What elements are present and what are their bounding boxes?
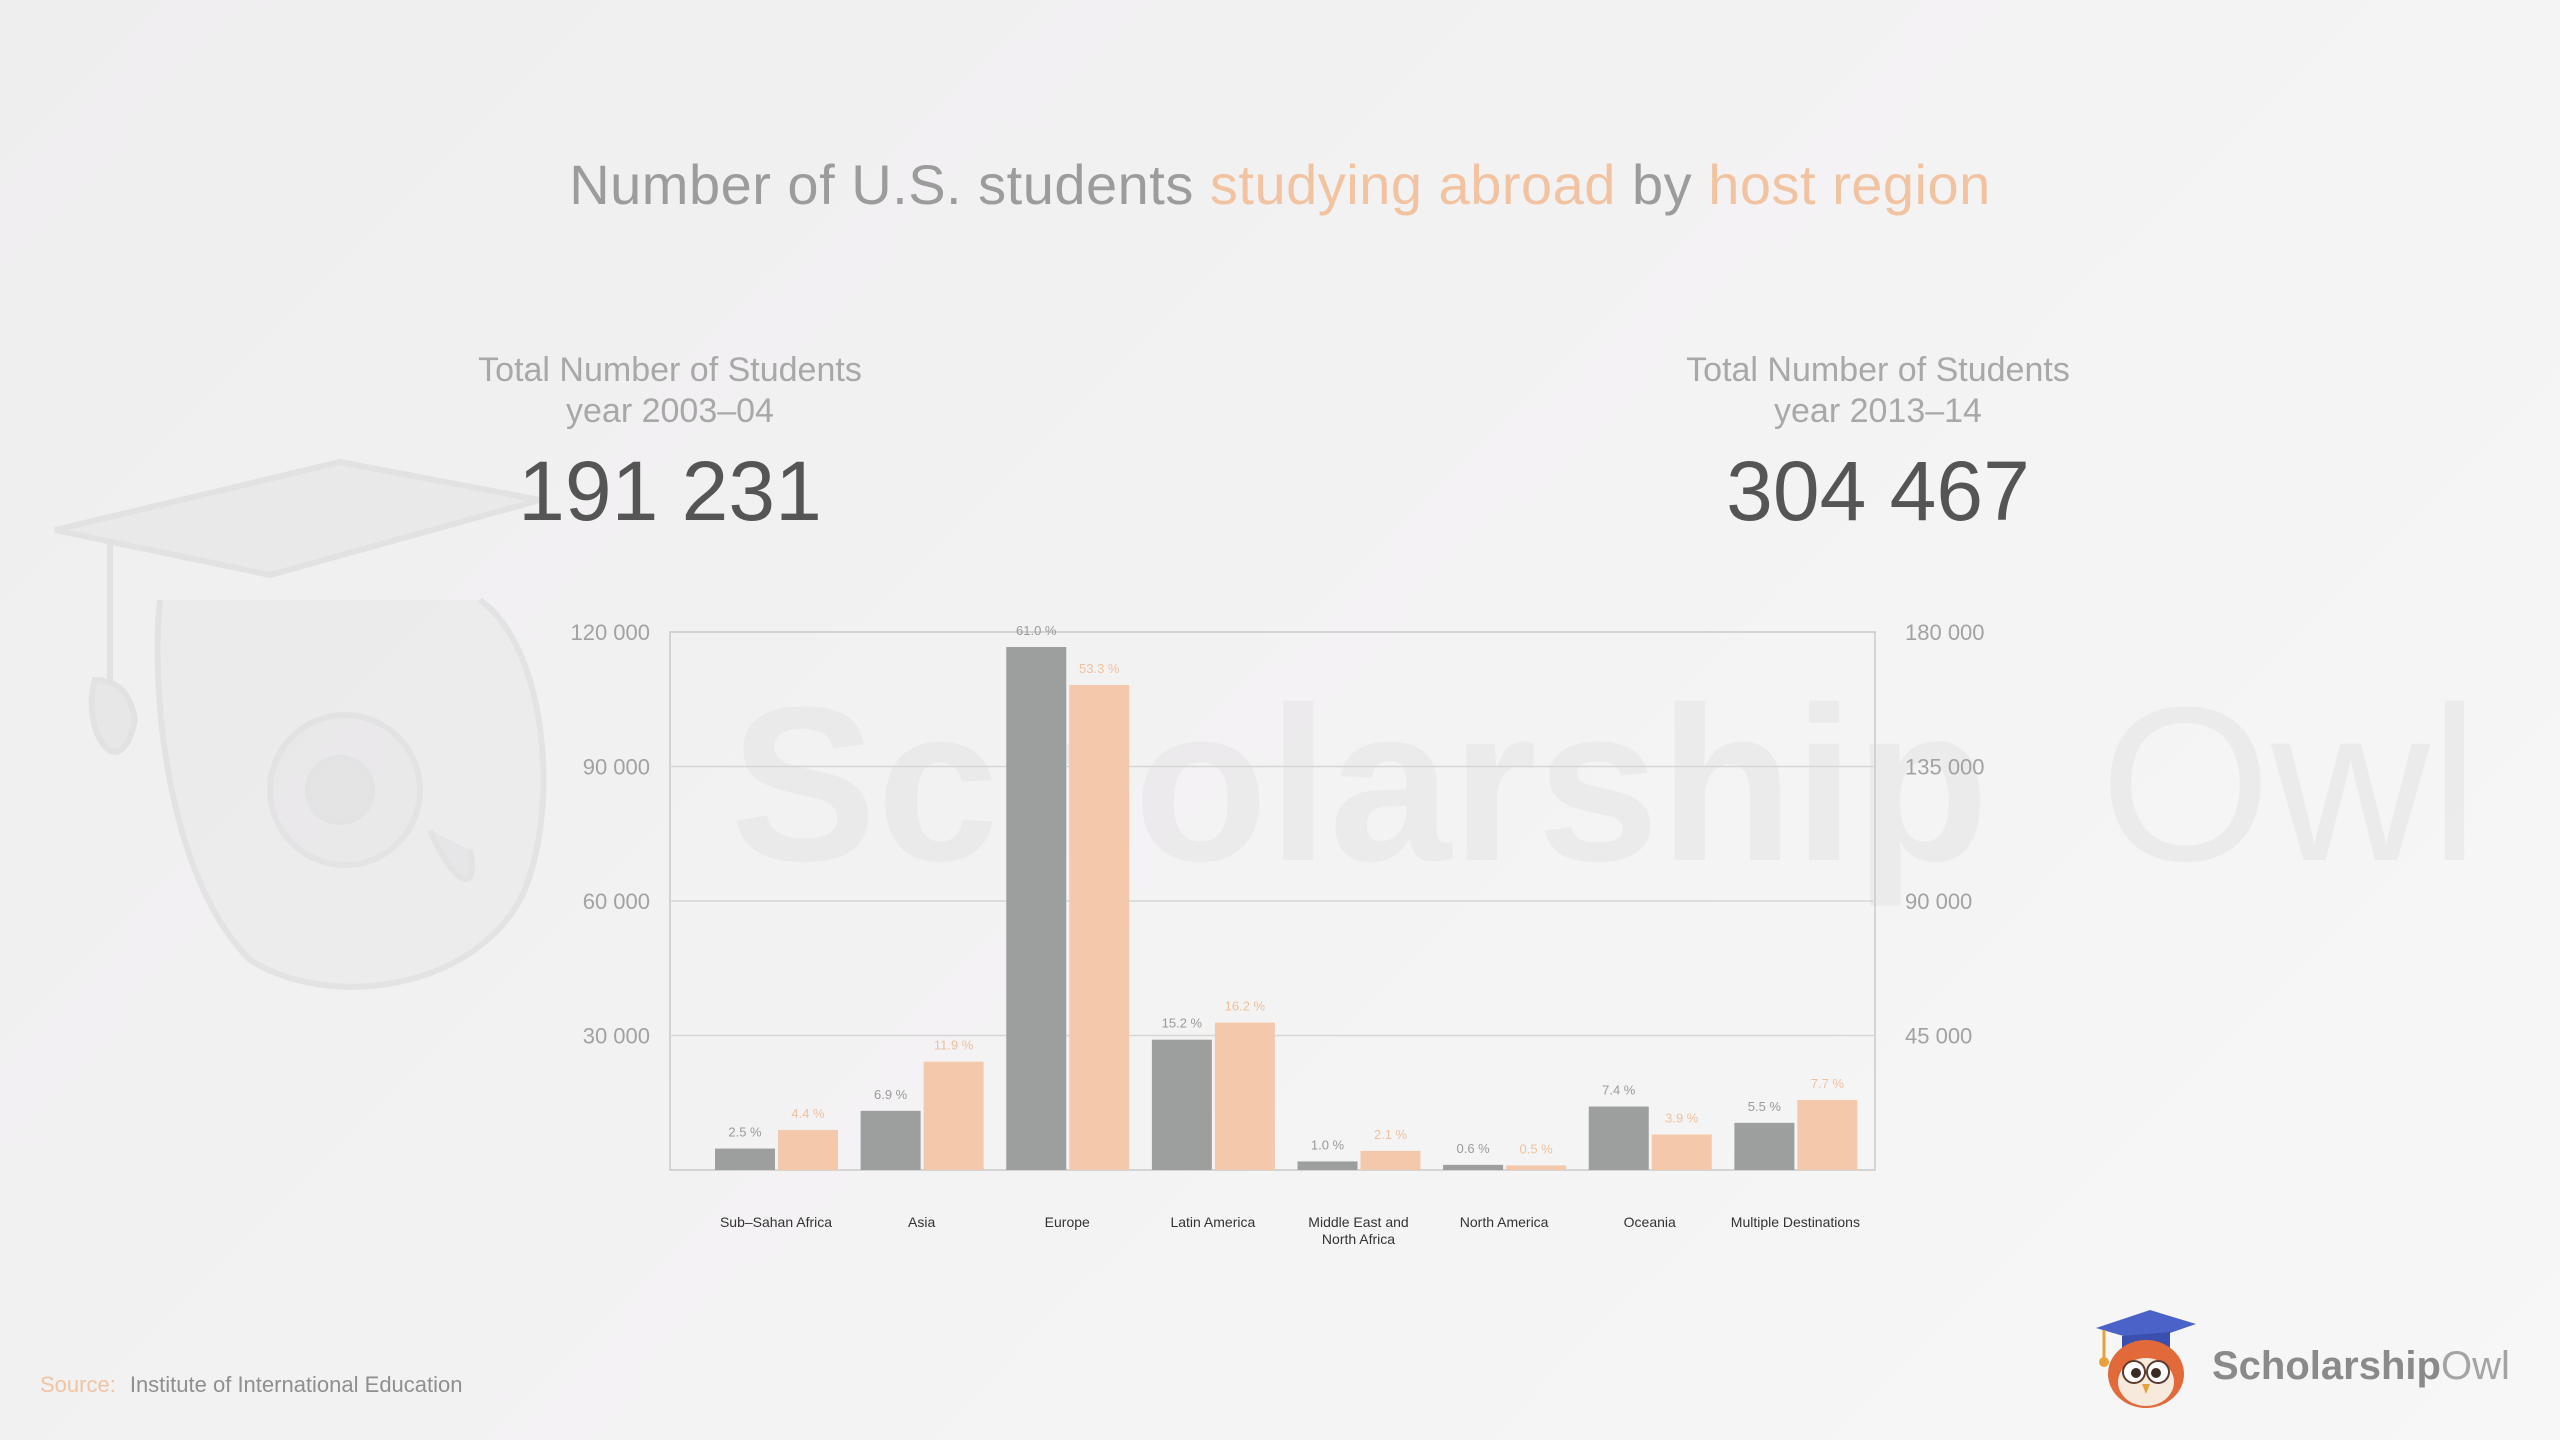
title-highlight-2: host region — [1708, 153, 1991, 216]
data-label: 1.0 % — [1311, 1137, 1345, 1152]
bar-2013-14 — [1214, 1022, 1275, 1170]
source-note: Source: Institute of International Educat… — [40, 1372, 463, 1398]
bar-2013-14 — [1360, 1150, 1421, 1170]
y-left-tick-label: 120 000 — [570, 620, 650, 645]
brand-name-light: Owl — [2440, 1344, 2510, 1388]
data-label: 6.9 % — [874, 1087, 908, 1102]
bar-2003-04 — [1006, 647, 1067, 1170]
page-title: Number of U.S. students studying abroad … — [0, 152, 2560, 217]
brand-logo: ScholarshipOwl — [2092, 1302, 2532, 1412]
stat-2013-14-label-1: Total Number of Students — [1686, 351, 2070, 389]
data-label: 7.7 % — [1811, 1076, 1845, 1091]
bar-2013-14 — [1069, 684, 1130, 1170]
brand-name-bold: Scholarship — [2212, 1344, 2441, 1388]
bar-2003-04 — [715, 1148, 775, 1170]
bar-2003-04 — [1443, 1164, 1504, 1170]
stat-2003-04-label-1: Total Number of Students — [478, 351, 862, 389]
stat-2003-04-label-2: year 2003–04 — [566, 392, 774, 430]
x-tick-label: Latin America — [1170, 1214, 1255, 1230]
data-label: 2.1 % — [1374, 1127, 1408, 1142]
source-label: Source: — [40, 1372, 116, 1397]
data-label: 0.5 % — [1520, 1141, 1554, 1156]
bar-2003-04 — [1297, 1161, 1358, 1170]
data-label: 61.0 % — [1016, 623, 1057, 638]
bar-2013-14 — [1797, 1099, 1858, 1170]
x-tick-label: Multiple Destinations — [1731, 1214, 1860, 1230]
y-right-tick-label: 90 000 — [1905, 889, 1972, 914]
data-label: 53.3 % — [1079, 661, 1120, 676]
y-right-tick-label: 135 000 — [1905, 755, 1985, 780]
data-label: 2.5 % — [728, 1125, 762, 1140]
bar-2003-04 — [1734, 1122, 1795, 1170]
data-label: 7.4 % — [1602, 1083, 1636, 1098]
stat-2003-04: Total Number of Students year 2003–04 19… — [350, 350, 990, 546]
data-label: 0.6 % — [1457, 1141, 1491, 1156]
data-label: 5.5 % — [1748, 1099, 1782, 1114]
x-tick-label: Oceania — [1624, 1214, 1676, 1230]
stat-2003-04-value: 191 231 — [518, 444, 822, 538]
bar-2013-14 — [778, 1129, 838, 1170]
y-left-tick-label: 30 000 — [583, 1024, 650, 1049]
bar-2013-14 — [923, 1061, 984, 1170]
stat-2013-14-label-2: year 2013–14 — [1774, 392, 1982, 430]
x-tick-label: Middle East and — [1308, 1214, 1408, 1230]
bar-2003-04 — [1151, 1039, 1212, 1170]
source-text: Institute of International Education — [129, 1372, 463, 1397]
data-label: 15.2 % — [1162, 1016, 1203, 1031]
data-label: 16.2 % — [1225, 999, 1266, 1014]
owl-mascot-icon — [2096, 1310, 2196, 1408]
data-label: 3.9 % — [1665, 1111, 1699, 1126]
title-part-1: Number of U.S. students — [569, 153, 1210, 216]
title-part-2: by — [1615, 153, 1709, 216]
data-label: 4.4 % — [791, 1106, 825, 1121]
x-tick-label: Europe — [1045, 1214, 1090, 1230]
x-tick-label: Sub–Sahan Africa — [720, 1214, 832, 1230]
y-left-tick-label: 60 000 — [583, 889, 650, 914]
bar-2003-04 — [1588, 1106, 1649, 1170]
title-highlight-1: studying abroad — [1209, 153, 1616, 216]
x-tick-label: North Africa — [1322, 1231, 1395, 1247]
bar-2013-14 — [1651, 1134, 1712, 1170]
data-label: 11.9 % — [934, 1038, 974, 1053]
bar-2003-04 — [860, 1110, 921, 1170]
stat-2013-14-value: 304 467 — [1726, 444, 2030, 538]
stat-2013-14: Total Number of Students year 2013–14 30… — [1558, 350, 2198, 546]
bar-2013-14 — [1506, 1165, 1567, 1170]
y-right-tick-label: 180 000 — [1905, 620, 1985, 645]
y-left-tick-label: 90 000 — [583, 755, 650, 780]
x-tick-label: Asia — [908, 1214, 935, 1230]
brand-name: ScholarshipOwl — [2212, 1344, 2510, 1389]
y-right-tick-label: 45 000 — [1905, 1024, 1972, 1049]
x-tick-label: North America — [1460, 1214, 1549, 1230]
